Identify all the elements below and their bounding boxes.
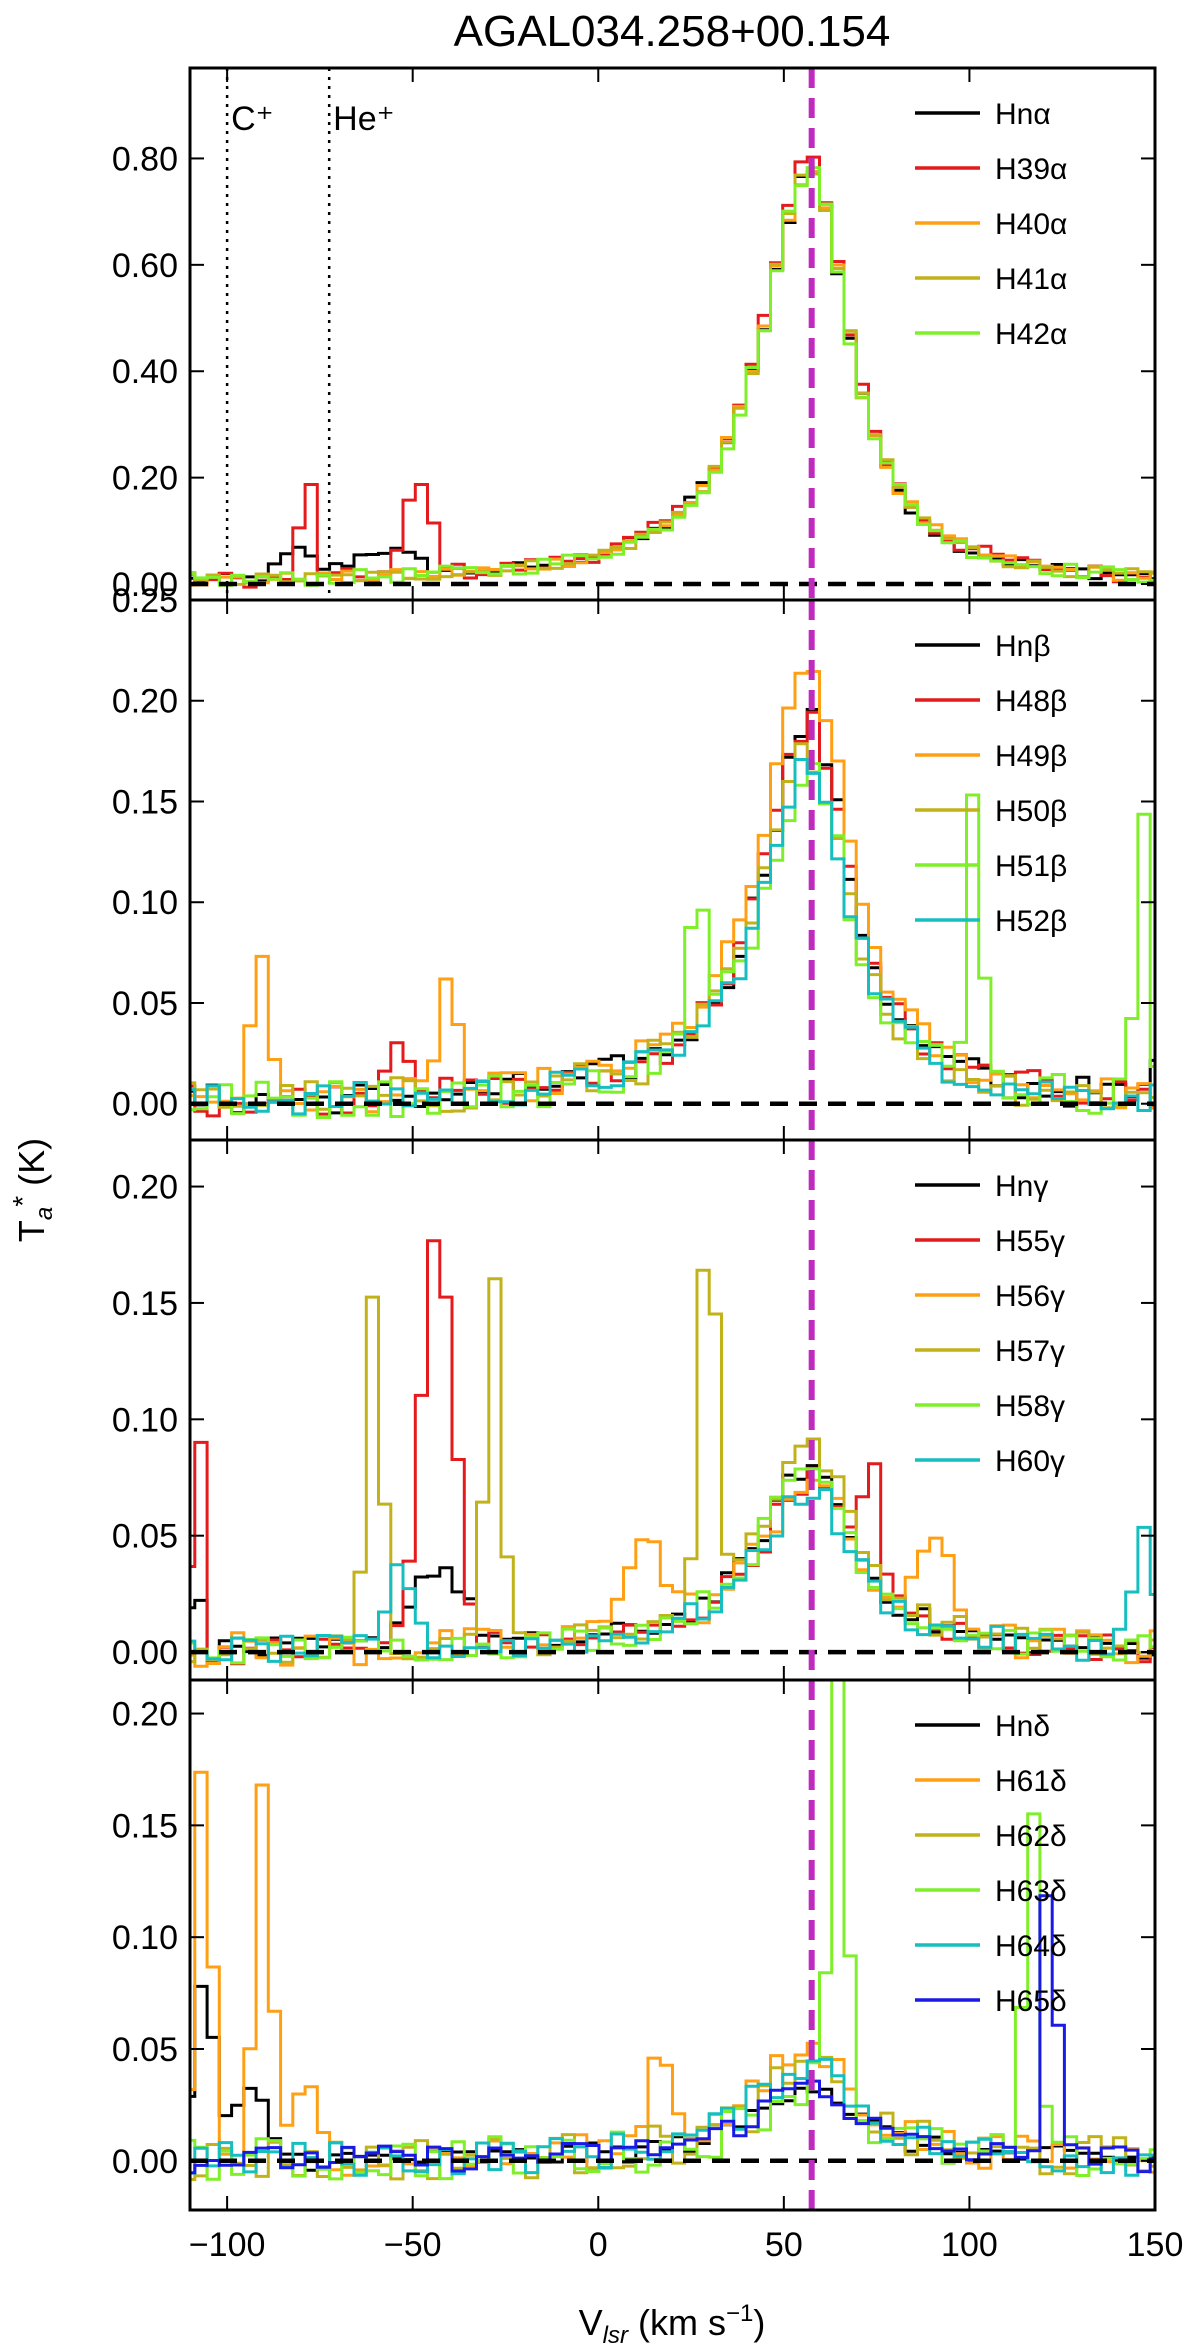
y-tick-label-beta-3: 0.15 bbox=[112, 783, 178, 821]
series-line-gamma-5 bbox=[190, 1488, 1155, 1663]
y-tick-label-alpha-3: 0.60 bbox=[112, 247, 178, 285]
x-tick-label-2: 0 bbox=[589, 2226, 608, 2264]
y-tick-label-gamma-1: 0.05 bbox=[112, 1518, 178, 1556]
series-line-gamma-0 bbox=[190, 1464, 1155, 1662]
legend-label-beta-2: H49β bbox=[995, 740, 1067, 773]
panel-frame-delta bbox=[188, 1678, 1157, 2212]
y-tick-label-beta-1: 0.05 bbox=[112, 985, 178, 1023]
annotation-label-0: C⁺ bbox=[231, 100, 274, 138]
y-tick-label-gamma-4: 0.20 bbox=[112, 1169, 178, 1207]
x-tick-label-3: 50 bbox=[765, 2226, 803, 2264]
y-axis-label-t: T bbox=[11, 1220, 52, 1242]
y-tick-label-gamma-0: 0.00 bbox=[112, 1634, 178, 1672]
legend-label-gamma-3: H57γ bbox=[995, 1335, 1065, 1368]
y-tick-label-alpha-1: 0.20 bbox=[112, 460, 178, 498]
legend-label-alpha-2: H40α bbox=[995, 208, 1067, 241]
series-line-beta-5 bbox=[190, 758, 1155, 1116]
legend-label-beta-1: H48β bbox=[995, 685, 1067, 718]
x-axis-label-unit: (km s bbox=[628, 2302, 726, 2343]
series-line-beta-3 bbox=[190, 742, 1155, 1117]
legend-label-gamma-4: H58γ bbox=[995, 1390, 1065, 1423]
x-axis-label-sub: lsr bbox=[603, 2322, 629, 2349]
panel-delta: 0.00 0.05 0.10 0.15 0.20 Hnδ H61δ H62δ H63δ H64δ H… bbox=[112, 1678, 1157, 2212]
y-axis-label-sub: a bbox=[31, 1207, 58, 1220]
y-tick-label-delta-3: 0.15 bbox=[112, 1807, 178, 1845]
legend-label-alpha-0: Hnα bbox=[995, 98, 1051, 131]
chart-title: AGAL034.258+00.154 bbox=[454, 7, 891, 56]
legend-label-gamma-2: H56γ bbox=[995, 1280, 1065, 1313]
legend-label-gamma-5: H60γ bbox=[995, 1445, 1065, 1478]
panel-beta: 0.00 0.05 0.10 0.15 0.20 0.25 Hnβ H48β H49β H50β H… bbox=[112, 582, 1157, 1142]
legend-label-delta-3: H63δ bbox=[995, 1875, 1067, 1908]
legend-label-beta-3: H50β bbox=[995, 795, 1067, 828]
y-tick-label-gamma-3: 0.15 bbox=[112, 1285, 178, 1323]
legend-label-alpha-1: H39α bbox=[995, 153, 1067, 186]
series-line-gamma-1 bbox=[190, 1239, 1155, 1666]
y-tick-label-delta-1: 0.05 bbox=[112, 2031, 178, 2069]
plot-area-delta bbox=[190, 1680, 1155, 2210]
series-line-gamma-4 bbox=[190, 1467, 1155, 1665]
annotation-label-1: He⁺ bbox=[333, 100, 394, 138]
x-tick-label-4: 100 bbox=[941, 2226, 998, 2264]
y-tick-label-alpha-2: 0.40 bbox=[112, 353, 178, 391]
legend-label-delta-2: H62δ bbox=[995, 1820, 1067, 1853]
legend-label-beta-5: H52β bbox=[995, 905, 1067, 938]
legend-label-beta-4: H51β bbox=[995, 850, 1067, 883]
y-tick-label-beta-4: 0.20 bbox=[112, 683, 178, 721]
legend-label-delta-1: H61δ bbox=[995, 1765, 1067, 1798]
legend-label-gamma-0: Hnγ bbox=[995, 1170, 1048, 1203]
legend-label-delta-5: H65δ bbox=[995, 1985, 1067, 2018]
series-line-delta-5 bbox=[190, 1894, 1155, 2175]
legend-label-alpha-4: H42α bbox=[995, 318, 1067, 351]
x-axis-label-sup: −1 bbox=[726, 2300, 753, 2327]
x-tick-label-0: −100 bbox=[189, 2226, 266, 2264]
y-tick-label-beta-2: 0.10 bbox=[112, 884, 178, 922]
plot-area-beta bbox=[190, 600, 1155, 1140]
x-axis-label-v: V bbox=[579, 2302, 603, 2343]
y-tick-label-alpha-0: 0.00 bbox=[112, 566, 178, 604]
plot-area-gamma bbox=[190, 1140, 1155, 1680]
legend-label-beta-0: Hnβ bbox=[995, 630, 1051, 663]
x-axis-label: Vlsr (km s−1) bbox=[579, 2300, 766, 2349]
y-tick-label-alpha-4: 0.80 bbox=[112, 140, 178, 178]
panel-alpha: C⁺ He⁺ 0.00 0.20 0.40 0.60 0.80 Hnα H39α H40α H41α… bbox=[112, 66, 1157, 604]
y-tick-label-delta-4: 0.20 bbox=[112, 1696, 178, 1734]
y-axis-label-unit: (K) bbox=[11, 1138, 52, 1196]
y-axis-label-star: * bbox=[7, 1196, 38, 1207]
series-line-alpha-1 bbox=[190, 155, 1155, 589]
legend-label-delta-4: H64δ bbox=[995, 1930, 1067, 1963]
panels-group: C⁺ He⁺ 0.00 0.20 0.40 0.60 0.80 Hnα H39α H40α H41α… bbox=[112, 66, 1184, 2264]
x-tick-label-1: −50 bbox=[384, 2226, 442, 2264]
legend-label-alpha-3: H41α bbox=[995, 263, 1067, 296]
y-axis-label: Ta* (K) bbox=[7, 1138, 58, 1242]
x-tick-label-5: 150 bbox=[1127, 2226, 1184, 2264]
panel-gamma: 0.00 0.05 0.10 0.15 0.20 Hnγ H55γ H56γ H57γ H58γ H… bbox=[112, 1138, 1157, 1682]
series-line-beta-4 bbox=[190, 762, 1155, 1119]
y-tick-label-gamma-2: 0.10 bbox=[112, 1401, 178, 1439]
series-line-delta-4 bbox=[190, 2057, 1155, 2177]
y-tick-label-beta-5: 0.25 bbox=[112, 582, 178, 620]
x-axis-label-close: ) bbox=[753, 2302, 765, 2343]
plot-area-alpha bbox=[190, 68, 1155, 600]
legend-label-delta-0: Hnδ bbox=[995, 1710, 1050, 1743]
y-tick-label-delta-2: 0.10 bbox=[112, 1919, 178, 1957]
y-tick-label-beta-0: 0.00 bbox=[112, 1086, 178, 1124]
y-tick-label-delta-0: 0.00 bbox=[112, 2143, 178, 2181]
legend-label-gamma-1: H55γ bbox=[995, 1225, 1065, 1258]
